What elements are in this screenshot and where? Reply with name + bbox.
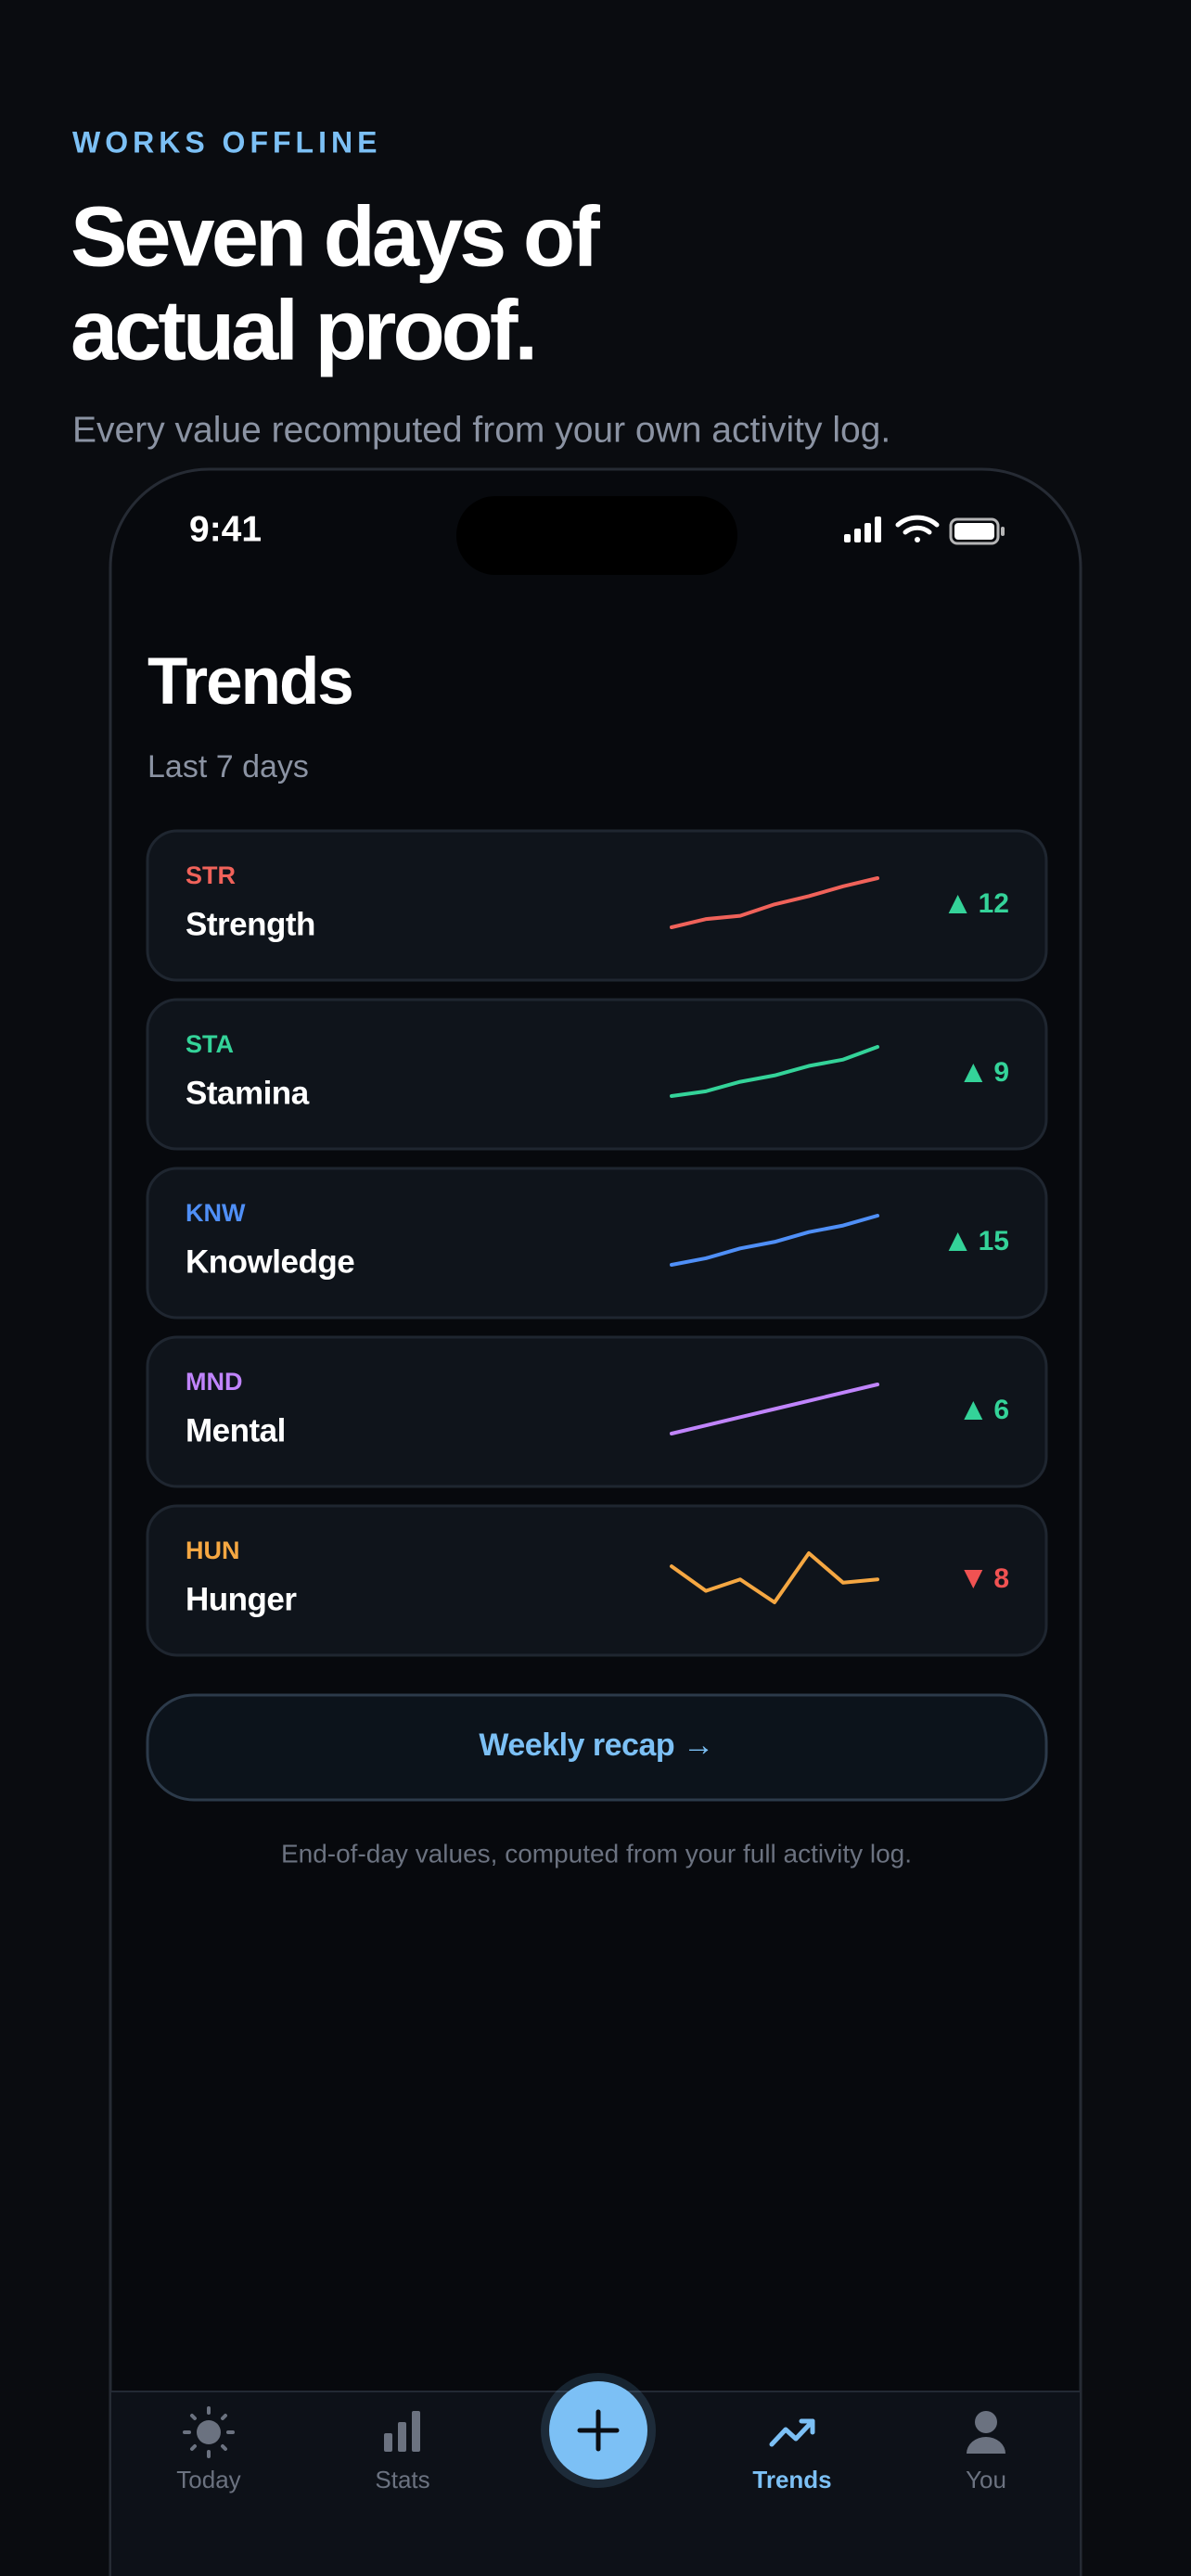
screen-title: Trends bbox=[147, 645, 352, 719]
screen-subtitle: Last 7 days bbox=[147, 749, 309, 784]
delta-value: 9 bbox=[993, 1057, 1009, 1088]
status-time: 9:41 bbox=[189, 509, 262, 549]
delta-arrow bbox=[964, 1570, 983, 1588]
delta-arrow bbox=[964, 1064, 983, 1082]
delta-arrow bbox=[964, 1401, 983, 1420]
trend-card[interactable] bbox=[146, 998, 1048, 1151]
stat-name: Strength bbox=[186, 906, 315, 942]
stat-code: KNW bbox=[186, 1199, 246, 1227]
sparkline bbox=[670, 1551, 879, 1604]
tab-label[interactable]: Today bbox=[176, 2466, 240, 2493]
eyebrow: WORKS OFFLINE bbox=[72, 125, 381, 159]
trend-card[interactable] bbox=[146, 1167, 1048, 1320]
stat-code: MND bbox=[186, 1368, 243, 1396]
sparkline bbox=[670, 876, 879, 929]
delta-arrow bbox=[948, 895, 967, 913]
delta-value: 6 bbox=[993, 1395, 1009, 1425]
delta-value: 8 bbox=[993, 1563, 1009, 1594]
tab-label[interactable]: You bbox=[966, 2466, 1006, 2493]
delta-value: 12 bbox=[979, 888, 1009, 919]
wifi-icon bbox=[895, 515, 940, 542]
today-icon[interactable] bbox=[183, 2406, 235, 2458]
add-icon[interactable] bbox=[577, 2409, 620, 2452]
headline: actual proof. bbox=[70, 283, 534, 377]
subtitle: Every value recomputed from your own act… bbox=[72, 410, 890, 450]
tab-label[interactable]: Stats bbox=[375, 2466, 429, 2493]
stat-name: Stamina bbox=[186, 1075, 310, 1111]
you-icon[interactable] bbox=[967, 2411, 1005, 2454]
trend-list: STR Strength 12 STA Stamina 9 KNW Knowledge 15 MN… bbox=[146, 829, 1048, 1657]
delta-value: 15 bbox=[979, 1226, 1009, 1256]
recap-button[interactable] bbox=[146, 1693, 1048, 1802]
sparkline bbox=[670, 1383, 879, 1435]
footnote: End-of-day values, computed from your fu… bbox=[281, 1839, 912, 1868]
stat-name: Mental bbox=[186, 1412, 286, 1448]
headline: Seven days of bbox=[70, 189, 600, 284]
tab-labels: Today Stats Trends You bbox=[176, 2466, 1006, 2493]
stat-code: STA bbox=[186, 1030, 234, 1058]
trend-card[interactable] bbox=[146, 1335, 1048, 1488]
sparkline bbox=[670, 1045, 879, 1098]
delta-arrow bbox=[948, 1232, 967, 1251]
dynamic-island bbox=[456, 496, 737, 575]
stat-name: Hunger bbox=[186, 1581, 297, 1617]
recap-button-label[interactable]: Weekly recap → bbox=[479, 1728, 714, 1763]
stat-code: HUN bbox=[186, 1537, 240, 1564]
stats-icon[interactable] bbox=[384, 2411, 420, 2452]
sparkline bbox=[670, 1214, 879, 1267]
tab-label[interactable]: Trends bbox=[752, 2466, 831, 2493]
battery-icon bbox=[949, 517, 1005, 545]
trend-card[interactable] bbox=[146, 829, 1048, 982]
stat-name: Knowledge bbox=[186, 1243, 354, 1280]
trends-icon[interactable] bbox=[769, 2418, 815, 2447]
trend-card[interactable] bbox=[146, 1504, 1048, 1657]
stat-code: STR bbox=[186, 861, 236, 889]
signal-icon bbox=[844, 516, 881, 542]
